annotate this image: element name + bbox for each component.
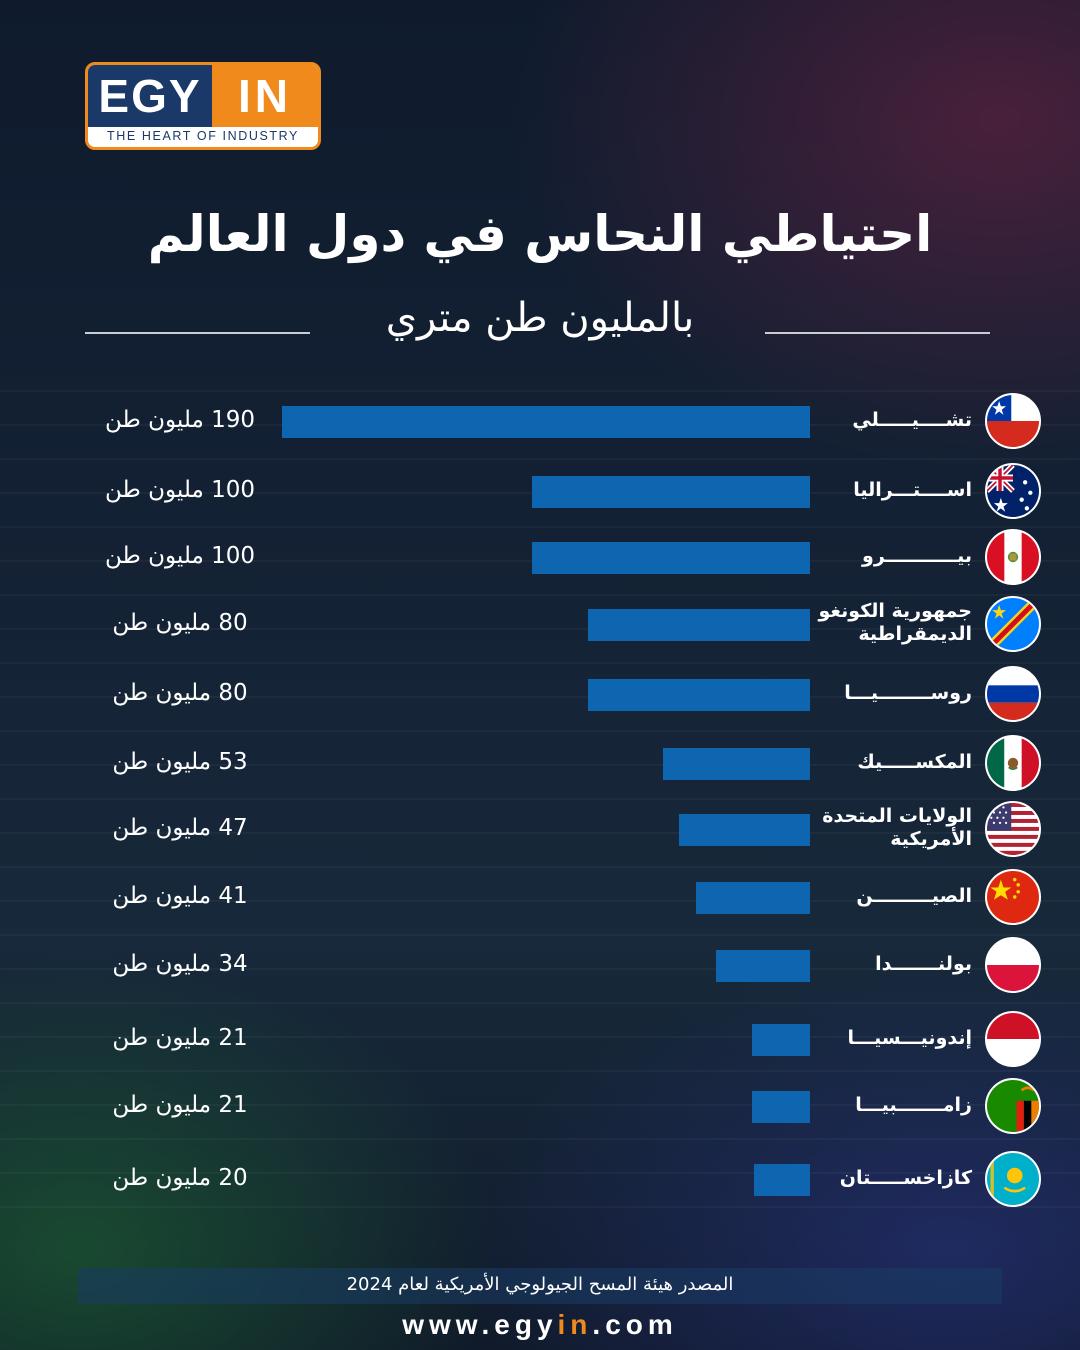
country-label-line: الأمريكية [890, 828, 972, 850]
background-stripes [0, 390, 1080, 1210]
value-label-0: 190 مليون طن [105, 407, 255, 433]
value-label-10: 21 مليون طن [112, 1092, 248, 1118]
website-accent: in [557, 1309, 593, 1340]
country-label-2: بيـــــــــــرو [772, 545, 972, 568]
country-label-line: الديمقراطية [858, 623, 972, 645]
logo-in-text: IN [212, 65, 318, 127]
country-label-3: جمهورية الكونغو الديمقراطية [772, 600, 972, 646]
country-label-1: اســــتـــراليا [772, 479, 972, 502]
country-label-line: إندونيـــسيـــا [847, 1026, 972, 1049]
country-label-line: بيـــــــــــرو [862, 544, 972, 567]
bar-3 [588, 609, 810, 641]
dr-congo-flag-icon [985, 596, 1041, 652]
logo-tagline: THE HEART OF INDUSTRY [107, 129, 299, 143]
logo-egy-text: EGY [88, 65, 212, 127]
country-label-line: روســــــــيـــا [844, 681, 972, 704]
bar-4 [588, 679, 810, 711]
russia-flag-icon [985, 666, 1041, 722]
country-label-5: المكســـــيك [772, 751, 972, 774]
bar-0 [282, 406, 810, 438]
zambia-flag-icon [985, 1078, 1041, 1134]
country-label-line: جمهورية الكونغو [818, 600, 972, 622]
country-label-line: الولايات المتحدة [822, 805, 972, 827]
bar-9 [752, 1024, 810, 1056]
peru-flag-icon [985, 529, 1041, 585]
australia-flag-icon [985, 463, 1041, 519]
source-banner [78, 1268, 1002, 1304]
value-label-2: 100 مليون طن [105, 543, 255, 569]
country-label-7: الصيـــــــــن [772, 885, 972, 908]
country-label-line: المكســـــيك [857, 750, 972, 773]
value-label-8: 34 مليون طن [112, 951, 248, 977]
website-prefix: www.egy [402, 1309, 558, 1340]
page-subtitle: بالمليون طن متري [385, 295, 695, 341]
page-title: احتياطي النحاس في دول العالم [147, 205, 933, 263]
country-label-10: زامـــــــبيـــا [772, 1094, 972, 1117]
value-label-1: 100 مليون طن [105, 477, 255, 503]
subtitle-rule-right [765, 332, 990, 334]
subtitle-rule-left [85, 332, 310, 334]
website-suffix: .com [592, 1309, 678, 1340]
country-label-9: إندونيـــسيـــا [772, 1027, 972, 1050]
brand-logo: EGY IN THE HEART OF INDUSTRY [85, 62, 321, 150]
bar-7 [696, 882, 810, 914]
country-label-8: بولنـــــــدا [772, 953, 972, 976]
indonesia-flag-icon [985, 1011, 1041, 1067]
country-label-line: كازاخســـــتان [839, 1166, 972, 1189]
value-label-6: 47 مليون طن [112, 815, 248, 841]
country-label-line: بولنـــــــدا [875, 952, 972, 975]
bar-6 [679, 814, 810, 846]
bar-10 [752, 1091, 810, 1123]
mexico-flag-icon [985, 735, 1041, 791]
country-label-4: روســــــــيـــا [772, 682, 972, 705]
source-note: المصدر هيئة المسح الجيولوجي الأمريكية لع… [346, 1274, 734, 1295]
chile-flag-icon [985, 393, 1041, 449]
poland-flag-icon [985, 937, 1041, 993]
country-label-line: اســــتـــراليا [853, 478, 972, 501]
bar-8 [716, 950, 810, 982]
bar-2 [532, 542, 810, 574]
website-url[interactable]: www.egyin.com [0, 1309, 1080, 1341]
china-flag-icon [985, 869, 1041, 925]
usa-flag-icon [985, 801, 1041, 857]
value-label-9: 21 مليون طن [112, 1025, 248, 1051]
bar-11 [754, 1164, 810, 1196]
country-label-0: تشــــيـــــلي [772, 409, 972, 432]
bar-5 [663, 748, 810, 780]
value-label-7: 41 مليون طن [112, 883, 248, 909]
value-label-4: 80 مليون طن [112, 680, 248, 706]
country-label-11: كازاخســـــتان [772, 1167, 972, 1190]
country-label-line: زامـــــــبيـــا [855, 1093, 972, 1116]
value-label-5: 53 مليون طن [112, 749, 248, 775]
value-label-3: 80 مليون طن [112, 610, 248, 636]
bar-1 [532, 476, 810, 508]
country-label-line: الصيـــــــــن [856, 884, 972, 907]
country-label-6: الولايات المتحدة الأمريكية [772, 805, 972, 851]
kazakhstan-flag-icon [985, 1151, 1041, 1207]
value-label-11: 20 مليون طن [112, 1165, 248, 1191]
country-label-line: تشــــيـــــلي [852, 408, 972, 431]
